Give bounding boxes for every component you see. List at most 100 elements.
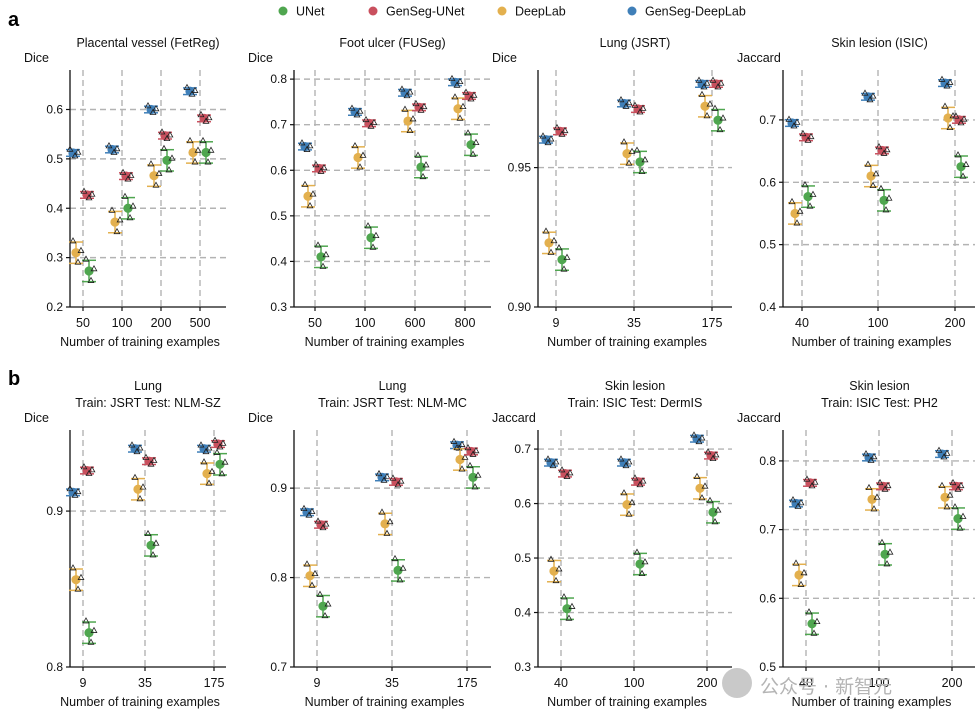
- data-point: [546, 458, 556, 468]
- replicate-marker: [703, 112, 711, 119]
- replicate-marker: [362, 115, 370, 123]
- replicate-marker: [194, 146, 202, 153]
- replicate-marker: [701, 482, 709, 489]
- replicate-marker: [544, 138, 552, 146]
- replicate-marker: [139, 483, 147, 490]
- replicate-marker: [398, 85, 406, 92]
- replicate-marker: [348, 104, 356, 111]
- replicate-marker: [790, 122, 798, 129]
- replicate-marker: [144, 529, 152, 537]
- data-point: [466, 446, 476, 457]
- y-tick-label: 0.8: [759, 454, 776, 468]
- replicate-marker: [717, 79, 725, 86]
- replicate-marker: [712, 451, 720, 458]
- series-genseg-deeplab: [789, 446, 951, 509]
- data-point: [316, 520, 326, 530]
- replicate-marker: [788, 197, 796, 205]
- data-point: [188, 147, 198, 158]
- data-point: [713, 115, 723, 125]
- x-tick-label: 200: [151, 316, 172, 330]
- replicate-marker: [885, 194, 893, 201]
- legend-label: GenSeg-UNet: [386, 5, 465, 19]
- replicate-marker: [566, 469, 574, 476]
- x-tick-label: 50: [76, 316, 90, 330]
- replicate-marker: [308, 581, 316, 588]
- replicate-marker: [306, 142, 314, 149]
- replicate-marker: [191, 86, 199, 93]
- y-tick-label: 0.2: [46, 300, 63, 314]
- replicate-marker: [88, 190, 96, 197]
- y-tick-label: 0.6: [46, 103, 63, 117]
- replicate-marker: [419, 172, 427, 180]
- replicate-marker: [147, 460, 155, 467]
- series-deeplab: [792, 481, 954, 587]
- chart-title: Foot ulcer (FUSeg): [339, 36, 445, 50]
- replicate-marker: [793, 118, 801, 125]
- data-point: [110, 217, 120, 227]
- data-point: [619, 98, 629, 109]
- series-genseg-unet: [80, 436, 227, 476]
- data-point: [692, 434, 702, 444]
- replicate-marker: [797, 580, 805, 587]
- data-point: [380, 519, 390, 529]
- x-tick-label: 600: [405, 316, 426, 330]
- data-point: [303, 191, 313, 201]
- replicate-marker: [472, 446, 480, 454]
- replicate-marker: [940, 453, 948, 460]
- replicate-marker: [625, 458, 633, 465]
- legend-item-genseg-deeplab: GenSeg-DeepLab: [627, 5, 746, 19]
- replicate-marker: [406, 88, 414, 95]
- legend-marker-unet: [278, 6, 288, 16]
- replicate-marker: [558, 466, 566, 473]
- replicate-marker: [867, 456, 875, 463]
- replicate-marker: [191, 158, 199, 165]
- legend-marker-genseg-unet: [368, 6, 378, 16]
- data-point: [302, 507, 312, 517]
- series-genseg-unet: [80, 110, 213, 201]
- data-point: [706, 451, 716, 461]
- data-point: [466, 140, 476, 150]
- replicate-marker: [142, 453, 150, 460]
- replicate-marker: [370, 118, 378, 126]
- replicate-marker: [197, 441, 205, 448]
- data-point: [557, 255, 567, 265]
- data-point: [711, 79, 721, 89]
- x-tick-label: 35: [627, 316, 641, 330]
- series-genseg-unet: [799, 112, 968, 156]
- series-genseg-deeplab: [544, 431, 706, 469]
- y-tick-label: 0.6: [759, 591, 776, 605]
- data-point: [541, 135, 551, 145]
- data-point: [391, 477, 401, 487]
- data-point: [400, 88, 410, 98]
- replicate-marker: [794, 502, 802, 509]
- chart-7: 0.3 0.4 0.5 0.6 0.7 40 100 200 Number of trainin…: [492, 379, 732, 709]
- data-point: [464, 91, 474, 101]
- data-point: [791, 498, 801, 509]
- x-tick-label: 100: [355, 316, 376, 330]
- replicate-marker: [884, 481, 892, 489]
- replicate-marker: [351, 141, 359, 149]
- replicate-marker: [129, 202, 137, 209]
- replicate-marker: [941, 102, 949, 109]
- replicate-marker: [695, 76, 703, 83]
- replicate-marker: [312, 160, 320, 168]
- data-point: [560, 468, 570, 479]
- replicate-marker: [690, 431, 698, 438]
- data-point: [199, 444, 209, 454]
- replicate-marker: [90, 626, 98, 633]
- data-point: [943, 113, 953, 123]
- chart-subtitle: Train: ISIC Test: PH2: [821, 396, 938, 410]
- replicate-marker: [459, 102, 467, 110]
- replicate-marker: [464, 443, 472, 451]
- replicate-marker: [303, 145, 311, 152]
- replicate-marker: [113, 227, 121, 235]
- data-point: [82, 190, 92, 200]
- replicate-marker: [356, 107, 364, 114]
- replicate-marker: [417, 106, 425, 113]
- replicate-marker: [213, 448, 221, 455]
- data-point: [951, 481, 961, 491]
- data-point: [805, 478, 815, 488]
- replicate-marker: [85, 194, 93, 201]
- data-point: [635, 157, 645, 167]
- replicate-marker: [555, 244, 563, 251]
